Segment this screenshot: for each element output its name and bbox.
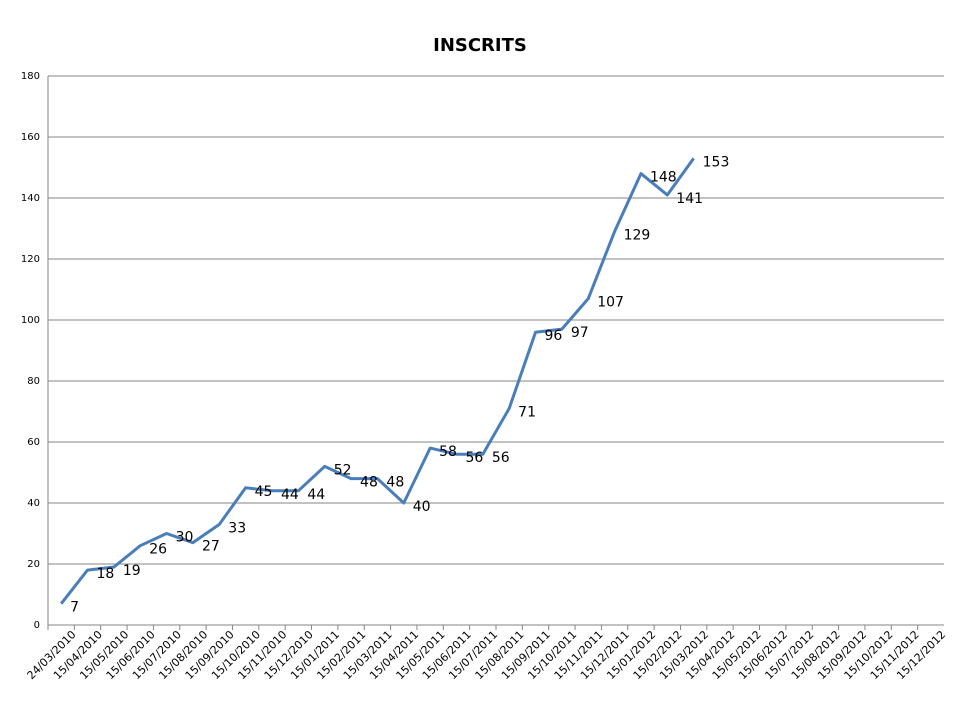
y-tick-label: 120 [21, 254, 40, 265]
data-label: 97 [571, 325, 589, 341]
data-label: 40 [413, 499, 431, 515]
data-label: 48 [386, 475, 404, 491]
y-tick-label: 20 [27, 559, 40, 570]
data-label: 19 [123, 563, 141, 579]
data-label: 96 [545, 328, 563, 344]
data-label: 18 [97, 566, 115, 582]
data-label: 129 [624, 228, 651, 244]
y-tick-label: 160 [21, 132, 40, 143]
data-label: 45 [255, 484, 273, 500]
data-label: 58 [439, 444, 457, 460]
data-label: 27 [202, 539, 220, 555]
data-label: 44 [307, 487, 325, 503]
data-label: 44 [281, 487, 299, 503]
data-label: 26 [149, 542, 167, 558]
chart-title: INSCRITS [433, 35, 527, 56]
y-tick-label: 180 [21, 71, 40, 82]
data-label: 153 [703, 154, 730, 170]
y-tick-label: 140 [21, 193, 40, 204]
y-tick-label: 80 [27, 376, 40, 387]
data-label: 56 [465, 450, 483, 466]
data-label: 7 [70, 600, 79, 616]
y-tick-label: 40 [27, 498, 40, 509]
data-label: 148 [650, 170, 677, 186]
data-line [59, 157, 695, 605]
y-tick-label: 100 [21, 315, 40, 326]
y-tick-label: 0 [34, 620, 40, 631]
data-label: 30 [176, 530, 194, 546]
data-label: 71 [518, 404, 536, 420]
y-tick-label: 60 [27, 437, 40, 448]
data-label: 107 [597, 295, 624, 311]
data-label: 48 [360, 475, 378, 491]
data-label: 33 [228, 520, 246, 536]
data-label: 56 [492, 450, 510, 466]
data-label: 141 [676, 191, 703, 207]
data-label: 52 [334, 462, 352, 478]
